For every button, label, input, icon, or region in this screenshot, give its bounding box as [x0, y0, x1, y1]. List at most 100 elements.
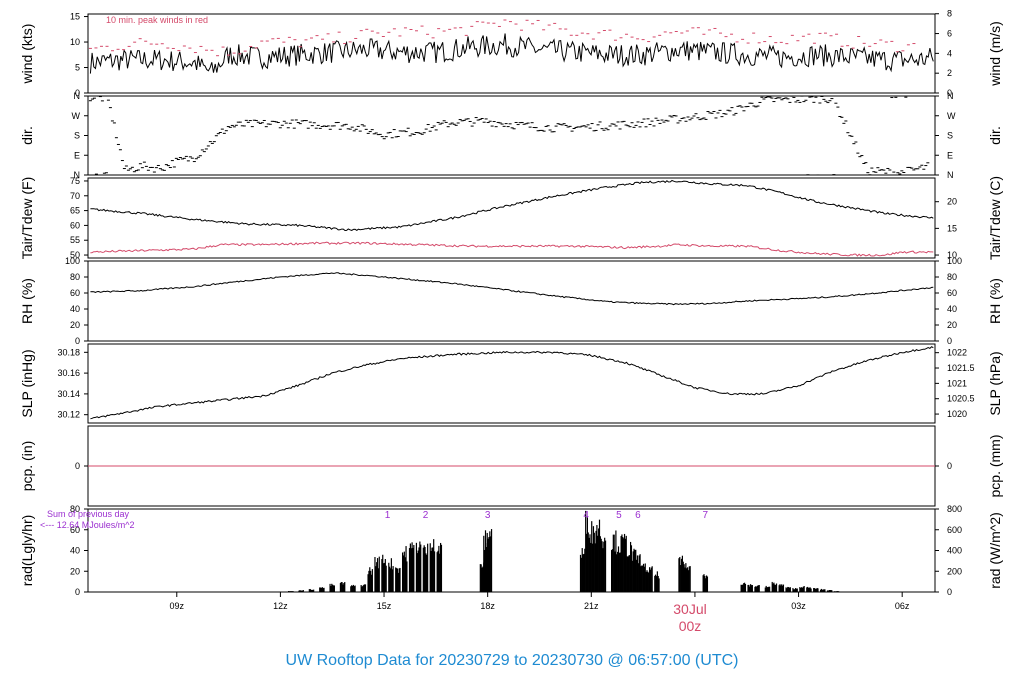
right-tick-label-slp: 1020.5: [947, 394, 975, 404]
ylabel-left-pcp: pcp. (in): [19, 441, 35, 492]
event-label: 4: [583, 510, 589, 521]
event-label: 3: [485, 510, 491, 521]
series-line-slp-0: [90, 346, 934, 420]
event-label: 2: [423, 510, 429, 521]
right-tick-label-temp: 10: [947, 250, 957, 260]
left-tick-label-temp: 55: [70, 235, 80, 245]
ylabel-left-rh: RH (%): [19, 278, 35, 324]
right-tick-label-dir: E: [947, 150, 953, 160]
panel-rh: 0 20 40 60 80 100 0 20 40 60 80 100 RH (%) RH (%): [19, 256, 1003, 346]
left-tick-label-temp: 50: [70, 250, 80, 260]
series-dots-wind-1: [88, 19, 916, 57]
series-line-rh-0: [90, 272, 934, 306]
right-tick-label-rad: 800: [947, 504, 962, 514]
panel-wind: 0 5 10 15 0 2 4 6 8 wind (kts) wind (m/s) 10 min. p…: [19, 9, 1003, 98]
date-label: 30Jul: [673, 601, 706, 617]
series-line-temp-0: [90, 179, 934, 232]
right-tick-label-rh: 40: [947, 304, 957, 314]
left-tick-label-slp: 30.14: [57, 389, 80, 399]
ylabel-left-dir: dir.: [19, 126, 35, 145]
left-tick-label-wind: 10: [70, 37, 80, 47]
date-sublabel: 00z: [679, 618, 702, 634]
right-tick-label-rh: 100: [947, 256, 962, 266]
ylabel-left-temp: Tair/Tdew (F): [19, 177, 35, 259]
left-tick-label-slp: 30.12: [57, 410, 80, 420]
series-dots-dir-0: [88, 95, 930, 176]
right-tick-label-wind: 0: [947, 88, 952, 98]
right-tick-label-pcp: 0: [947, 461, 952, 471]
x-tick-label: 18z: [480, 601, 495, 611]
left-tick-label-temp: 70: [70, 191, 80, 201]
series-line-temp-1: [90, 241, 934, 257]
right-tick-label-dir: S: [947, 131, 953, 141]
x-tick-label: 09z: [170, 601, 185, 611]
left-tick-label-slp: 30.18: [57, 347, 80, 357]
ylabel-left-slp: SLP (inHg): [19, 349, 35, 417]
right-tick-label-rad: 400: [947, 546, 962, 556]
ylabel-right-rad: rad (W/m^2): [987, 512, 1003, 589]
right-tick-label-rh: 60: [947, 288, 957, 298]
left-tick-label-dir: N: [74, 170, 81, 180]
series-line-wind-0: [89, 33, 934, 74]
right-tick-label-slp: 1020: [947, 409, 967, 419]
right-tick-label-rad: 0: [947, 587, 952, 597]
chart-title: UW Rooftop Data for 20230729 to 20230730…: [286, 652, 739, 669]
ylabel-right-wind: wind (m/s): [987, 21, 1003, 87]
left-tick-label-rh: 0: [75, 336, 80, 346]
right-tick-label-rh: 20: [947, 320, 957, 330]
panel-frame-slp: [87, 343, 936, 424]
series-bars-rad: [288, 510, 850, 592]
event-label: 1: [385, 510, 391, 521]
right-tick-label-dir: W: [947, 111, 956, 121]
right-tick-label-wind: 2: [947, 68, 952, 78]
left-tick-label-rad: 0: [75, 587, 80, 597]
panel-frame-temp: [87, 177, 936, 259]
left-tick-label-rad: 40: [70, 546, 80, 556]
left-tick-label-rad: 20: [70, 566, 80, 576]
rad-sum-note-line2: <--- 12.64 MJoules/m^2: [40, 520, 135, 530]
right-tick-label-wind: 4: [947, 48, 952, 58]
left-tick-label-wind: 5: [75, 63, 80, 73]
left-tick-label-wind: 15: [70, 12, 80, 22]
x-tick-label: 03z: [791, 601, 806, 611]
rad-sum-note-line1: Sum of previous day: [47, 509, 130, 519]
ylabel-right-temp: Tair/Tdew (C): [987, 176, 1003, 260]
right-tick-label-slp: 1021.5: [947, 363, 975, 373]
left-tick-label-temp: 60: [70, 220, 80, 230]
left-tick-label-rad: 80: [70, 504, 80, 514]
left-tick-label-slp: 30.16: [57, 368, 80, 378]
panel-frame-rad: [87, 508, 936, 593]
x-tick-label: 15z: [377, 601, 392, 611]
left-tick-label-rh: 80: [70, 272, 80, 282]
right-tick-label-temp: 15: [947, 223, 957, 233]
right-tick-label-rad: 600: [947, 525, 962, 535]
right-tick-label-rh: 0: [947, 336, 952, 346]
left-tick-label-dir: N: [74, 91, 81, 101]
panel-slp: 30.12 30.14 30.16 30.18 1020 1020.5 1021 1021.5…: [19, 343, 1003, 424]
left-tick-label-rh: 100: [65, 256, 80, 266]
x-axis: 09z 12z 15z 18z 21z 03z 06z: [170, 592, 910, 611]
left-tick-label-rad: 60: [70, 525, 80, 535]
event-label: 5: [616, 510, 622, 521]
right-tick-label-dir: N: [947, 170, 954, 180]
left-tick-label-pcp: 0: [75, 461, 80, 471]
x-tick-label: 21z: [584, 601, 599, 611]
right-tick-label-wind: 8: [947, 9, 952, 19]
panel-frame-rh: [87, 260, 936, 342]
left-tick-label-dir: S: [74, 131, 80, 141]
peak-winds-note: 10 min. peak winds in red: [106, 15, 208, 25]
left-tick-label-wind: 0: [75, 88, 80, 98]
left-tick-label-rh: 40: [70, 304, 80, 314]
event-label: 6: [635, 510, 641, 521]
left-tick-label-dir: W: [72, 111, 81, 121]
left-tick-label-temp: 65: [70, 206, 80, 216]
panel-temp: 50 55 60 65 70 75 10 15 20 Tair/Tdew (F) Tair/Tdew…: [19, 176, 1003, 260]
left-tick-label-rh: 20: [70, 320, 80, 330]
left-tick-label-dir: E: [74, 150, 80, 160]
right-tick-label-wind: 6: [947, 29, 952, 39]
ylabel-right-rh: RH (%): [987, 278, 1003, 324]
